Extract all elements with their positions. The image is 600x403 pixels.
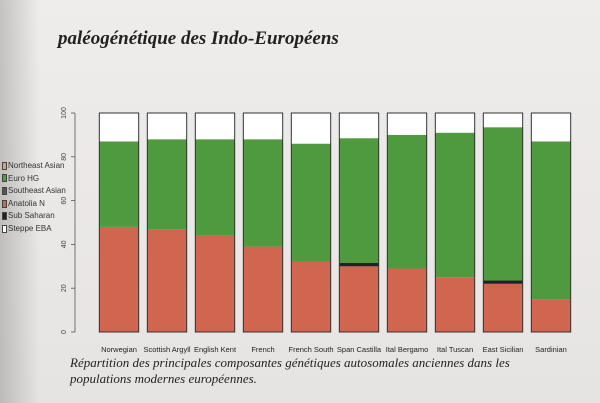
legend-item: Euro HG bbox=[2, 173, 66, 186]
bar-segment-sub-saharan bbox=[483, 280, 523, 284]
bar-segment-steppe-eba bbox=[147, 113, 187, 140]
legend-item: Anatolia N bbox=[2, 198, 66, 211]
bar-segment-anatolia-n bbox=[531, 299, 571, 332]
y-tick-label: 40 bbox=[61, 240, 68, 248]
bar-segment-anatolia-n bbox=[435, 277, 475, 332]
bar-segment-steppe-eba bbox=[435, 113, 475, 133]
bar-segment-anatolia-n bbox=[291, 261, 331, 332]
bar-outline bbox=[194, 112, 236, 333]
bar-segment-whg bbox=[291, 143, 331, 262]
bar-segment-whg bbox=[387, 134, 427, 269]
x-tick-label: East Sicilian bbox=[483, 345, 524, 354]
legend-label: Southeast Asian bbox=[8, 186, 66, 196]
bar-segment-steppe-eba bbox=[195, 113, 235, 140]
x-tick-label: Scottish Argyll bbox=[143, 345, 190, 354]
chart-legend: Northeast Asian Euro HG Southeast Asian Ana… bbox=[2, 160, 66, 236]
bar-segment-whg bbox=[531, 141, 571, 300]
bar-segment-steppe-eba bbox=[339, 113, 379, 139]
legend-swatch bbox=[2, 224, 7, 233]
legend-item: Sub Saharan bbox=[2, 210, 66, 223]
bar-segment-steppe-eba bbox=[531, 113, 571, 142]
bar-outline bbox=[146, 112, 188, 333]
x-tick-label: Norwegian bbox=[101, 345, 137, 354]
legend-item: Northeast Asian bbox=[2, 160, 66, 173]
legend-item: Steppe EBA bbox=[2, 223, 66, 236]
legend-label: Euro HG bbox=[8, 173, 40, 183]
x-tick-label: Sardinian bbox=[535, 345, 567, 354]
figure-caption: Répartition des principales composantes … bbox=[70, 355, 510, 386]
legend-label: Steppe EBA bbox=[8, 223, 52, 233]
legend-label: Northeast Asian bbox=[8, 161, 65, 170]
bar-segment-anatolia-n bbox=[339, 266, 379, 332]
y-tick-label: 0 bbox=[61, 330, 68, 334]
bar-segment-whg bbox=[483, 127, 523, 281]
bar-segment-whg bbox=[99, 141, 139, 227]
bar-segment-anatolia-n bbox=[483, 283, 523, 332]
x-tick-label: Span Castilla bbox=[337, 345, 382, 354]
y-tick-label: 60 bbox=[61, 197, 68, 205]
x-tick-label: English Kent bbox=[194, 345, 237, 354]
bar-outline bbox=[290, 112, 332, 333]
bar-segment-steppe-eba bbox=[387, 113, 427, 135]
bar-outline bbox=[482, 112, 524, 333]
bar-segment-sub-saharan bbox=[339, 263, 379, 267]
legend-swatch bbox=[2, 212, 7, 221]
bar-outline bbox=[338, 112, 380, 333]
x-tick-label: Ital Tuscan bbox=[437, 345, 473, 354]
bar-segment-anatolia-n bbox=[387, 268, 427, 332]
bar-segment-whg bbox=[147, 139, 187, 230]
x-tick-label: French South bbox=[288, 345, 333, 354]
bar-segment-steppe-eba bbox=[243, 113, 283, 140]
bar-outline bbox=[242, 112, 284, 333]
bar-segment-anatolia-n bbox=[243, 246, 283, 332]
bar-outline bbox=[386, 112, 428, 333]
bar-segment-anatolia-n bbox=[195, 235, 235, 332]
legend-label: Anatolia N bbox=[8, 198, 45, 208]
bar-segment-anatolia-n bbox=[99, 226, 139, 332]
x-tick-label: Ital Bergamo bbox=[386, 345, 429, 354]
legend-swatch bbox=[2, 174, 7, 183]
bar-outline bbox=[98, 112, 140, 333]
bar-segment-anatolia-n bbox=[147, 229, 187, 332]
bar-segment-steppe-eba bbox=[99, 113, 139, 142]
bar-outline bbox=[434, 112, 476, 333]
legend-swatch bbox=[2, 161, 7, 170]
page-heading: paléogénétique des Indo-Européens bbox=[58, 28, 339, 49]
legend-swatch bbox=[2, 187, 7, 196]
bar-segment-steppe-eba bbox=[291, 113, 331, 144]
legend-item: Southeast Asian bbox=[2, 185, 66, 198]
legend-swatch bbox=[2, 199, 7, 208]
bar-outline bbox=[530, 112, 572, 333]
bar-segment-whg bbox=[195, 139, 235, 236]
bar-segment-whg bbox=[435, 132, 475, 278]
y-tick-label: 80 bbox=[61, 153, 68, 161]
y-tick-label: 100 bbox=[61, 107, 68, 119]
bar-segment-whg bbox=[243, 139, 283, 247]
y-tick-label: 20 bbox=[61, 284, 68, 292]
legend-label: Sub Saharan bbox=[8, 211, 55, 221]
x-tick-label: French bbox=[251, 345, 274, 354]
bar-segment-steppe-eba bbox=[483, 113, 523, 128]
bar-segment-whg bbox=[339, 138, 379, 264]
